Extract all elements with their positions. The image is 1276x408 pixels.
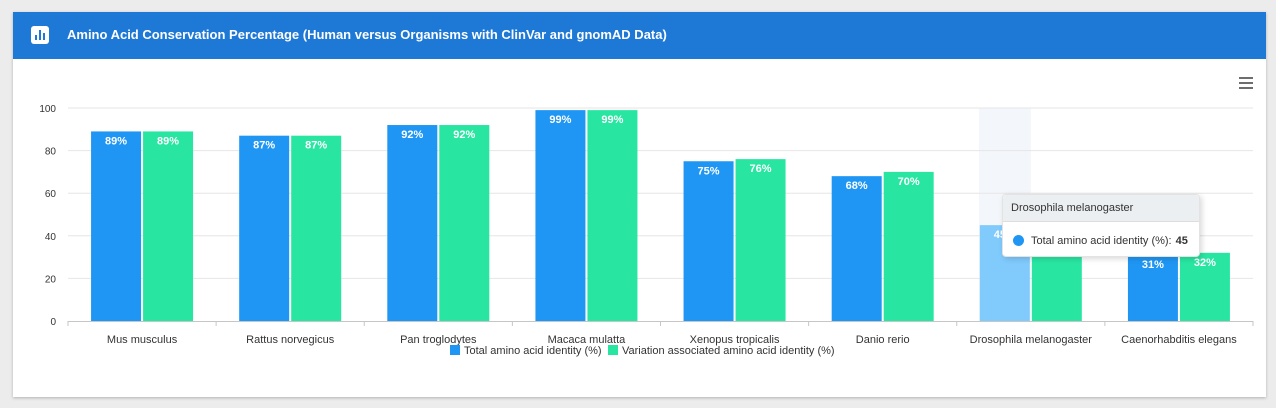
bar-variation bbox=[143, 131, 194, 321]
data-label: 89% bbox=[105, 135, 127, 147]
data-label: 99% bbox=[549, 114, 571, 126]
data-label: 70% bbox=[898, 176, 920, 188]
bar-total bbox=[831, 176, 882, 321]
data-label: 68% bbox=[846, 180, 868, 192]
chart-tooltip: Drosophila melanogaster Total amino acid… bbox=[1002, 194, 1200, 257]
legend-label-total: Total amino acid identity (%) bbox=[464, 345, 602, 357]
card-header: Amino Acid Conservation Percentage (Huma… bbox=[13, 12, 1266, 59]
data-label: 87% bbox=[305, 140, 327, 152]
y-tick-label: 40 bbox=[45, 232, 57, 243]
x-tick-label: Pan troglodytes bbox=[400, 334, 477, 346]
bar-variation bbox=[735, 159, 786, 321]
data-label: 89% bbox=[157, 135, 179, 147]
data-label: 87% bbox=[253, 140, 275, 152]
bar-total bbox=[683, 161, 734, 321]
tooltip-value: 45 bbox=[1175, 235, 1188, 247]
tooltip-row: Total amino acid identity (%): 45 bbox=[1013, 235, 1188, 247]
data-label: 92% bbox=[401, 129, 423, 141]
bar-total bbox=[1127, 254, 1178, 321]
bar-total bbox=[535, 110, 586, 321]
data-label: 99% bbox=[601, 114, 623, 126]
data-label: 92% bbox=[453, 129, 475, 141]
bar-variation bbox=[291, 135, 342, 321]
data-label: 32% bbox=[1194, 257, 1216, 269]
legend-marker-total bbox=[450, 345, 460, 355]
x-tick-label: Mus musculus bbox=[107, 334, 178, 346]
x-tick-label: Rattus norvegicus bbox=[246, 334, 335, 346]
bar-total bbox=[91, 131, 142, 321]
chart-title: Amino Acid Conservation Percentage (Huma… bbox=[67, 27, 667, 42]
bar-variation bbox=[439, 125, 490, 321]
x-tick-label: Caenorhabditis elegans bbox=[1121, 334, 1237, 346]
bar-total bbox=[387, 125, 438, 321]
tooltip-title: Drosophila melanogaster bbox=[1003, 195, 1199, 222]
y-tick-label: 60 bbox=[45, 189, 57, 200]
data-label: 76% bbox=[750, 163, 772, 175]
tooltip-series-label: Total amino acid identity (%): bbox=[1031, 235, 1172, 247]
legend-marker-variation bbox=[608, 345, 618, 355]
bar-chart-icon bbox=[31, 26, 49, 44]
x-tick-label: Drosophila melanogaster bbox=[970, 334, 1093, 346]
x-tick-label: Danio rerio bbox=[856, 334, 910, 346]
data-label: 75% bbox=[698, 165, 720, 177]
hamburger-menu-icon[interactable] bbox=[1237, 76, 1255, 90]
legend-label-variation: Variation associated amino acid identity… bbox=[622, 345, 835, 357]
bar-variation bbox=[587, 110, 638, 321]
series-dot-icon bbox=[1013, 235, 1024, 246]
bar-variation bbox=[1179, 252, 1230, 321]
bar-variation bbox=[883, 171, 934, 321]
y-tick-label: 100 bbox=[39, 104, 56, 115]
y-tick-label: 0 bbox=[50, 317, 56, 328]
x-tick-label: Macaca mulatta bbox=[548, 334, 627, 346]
x-tick-label: Xenopus tropicalis bbox=[690, 334, 780, 346]
bar-total bbox=[239, 135, 290, 321]
y-tick-label: 80 bbox=[45, 147, 57, 158]
data-label: 31% bbox=[1142, 259, 1164, 271]
y-tick-label: 20 bbox=[45, 274, 57, 285]
